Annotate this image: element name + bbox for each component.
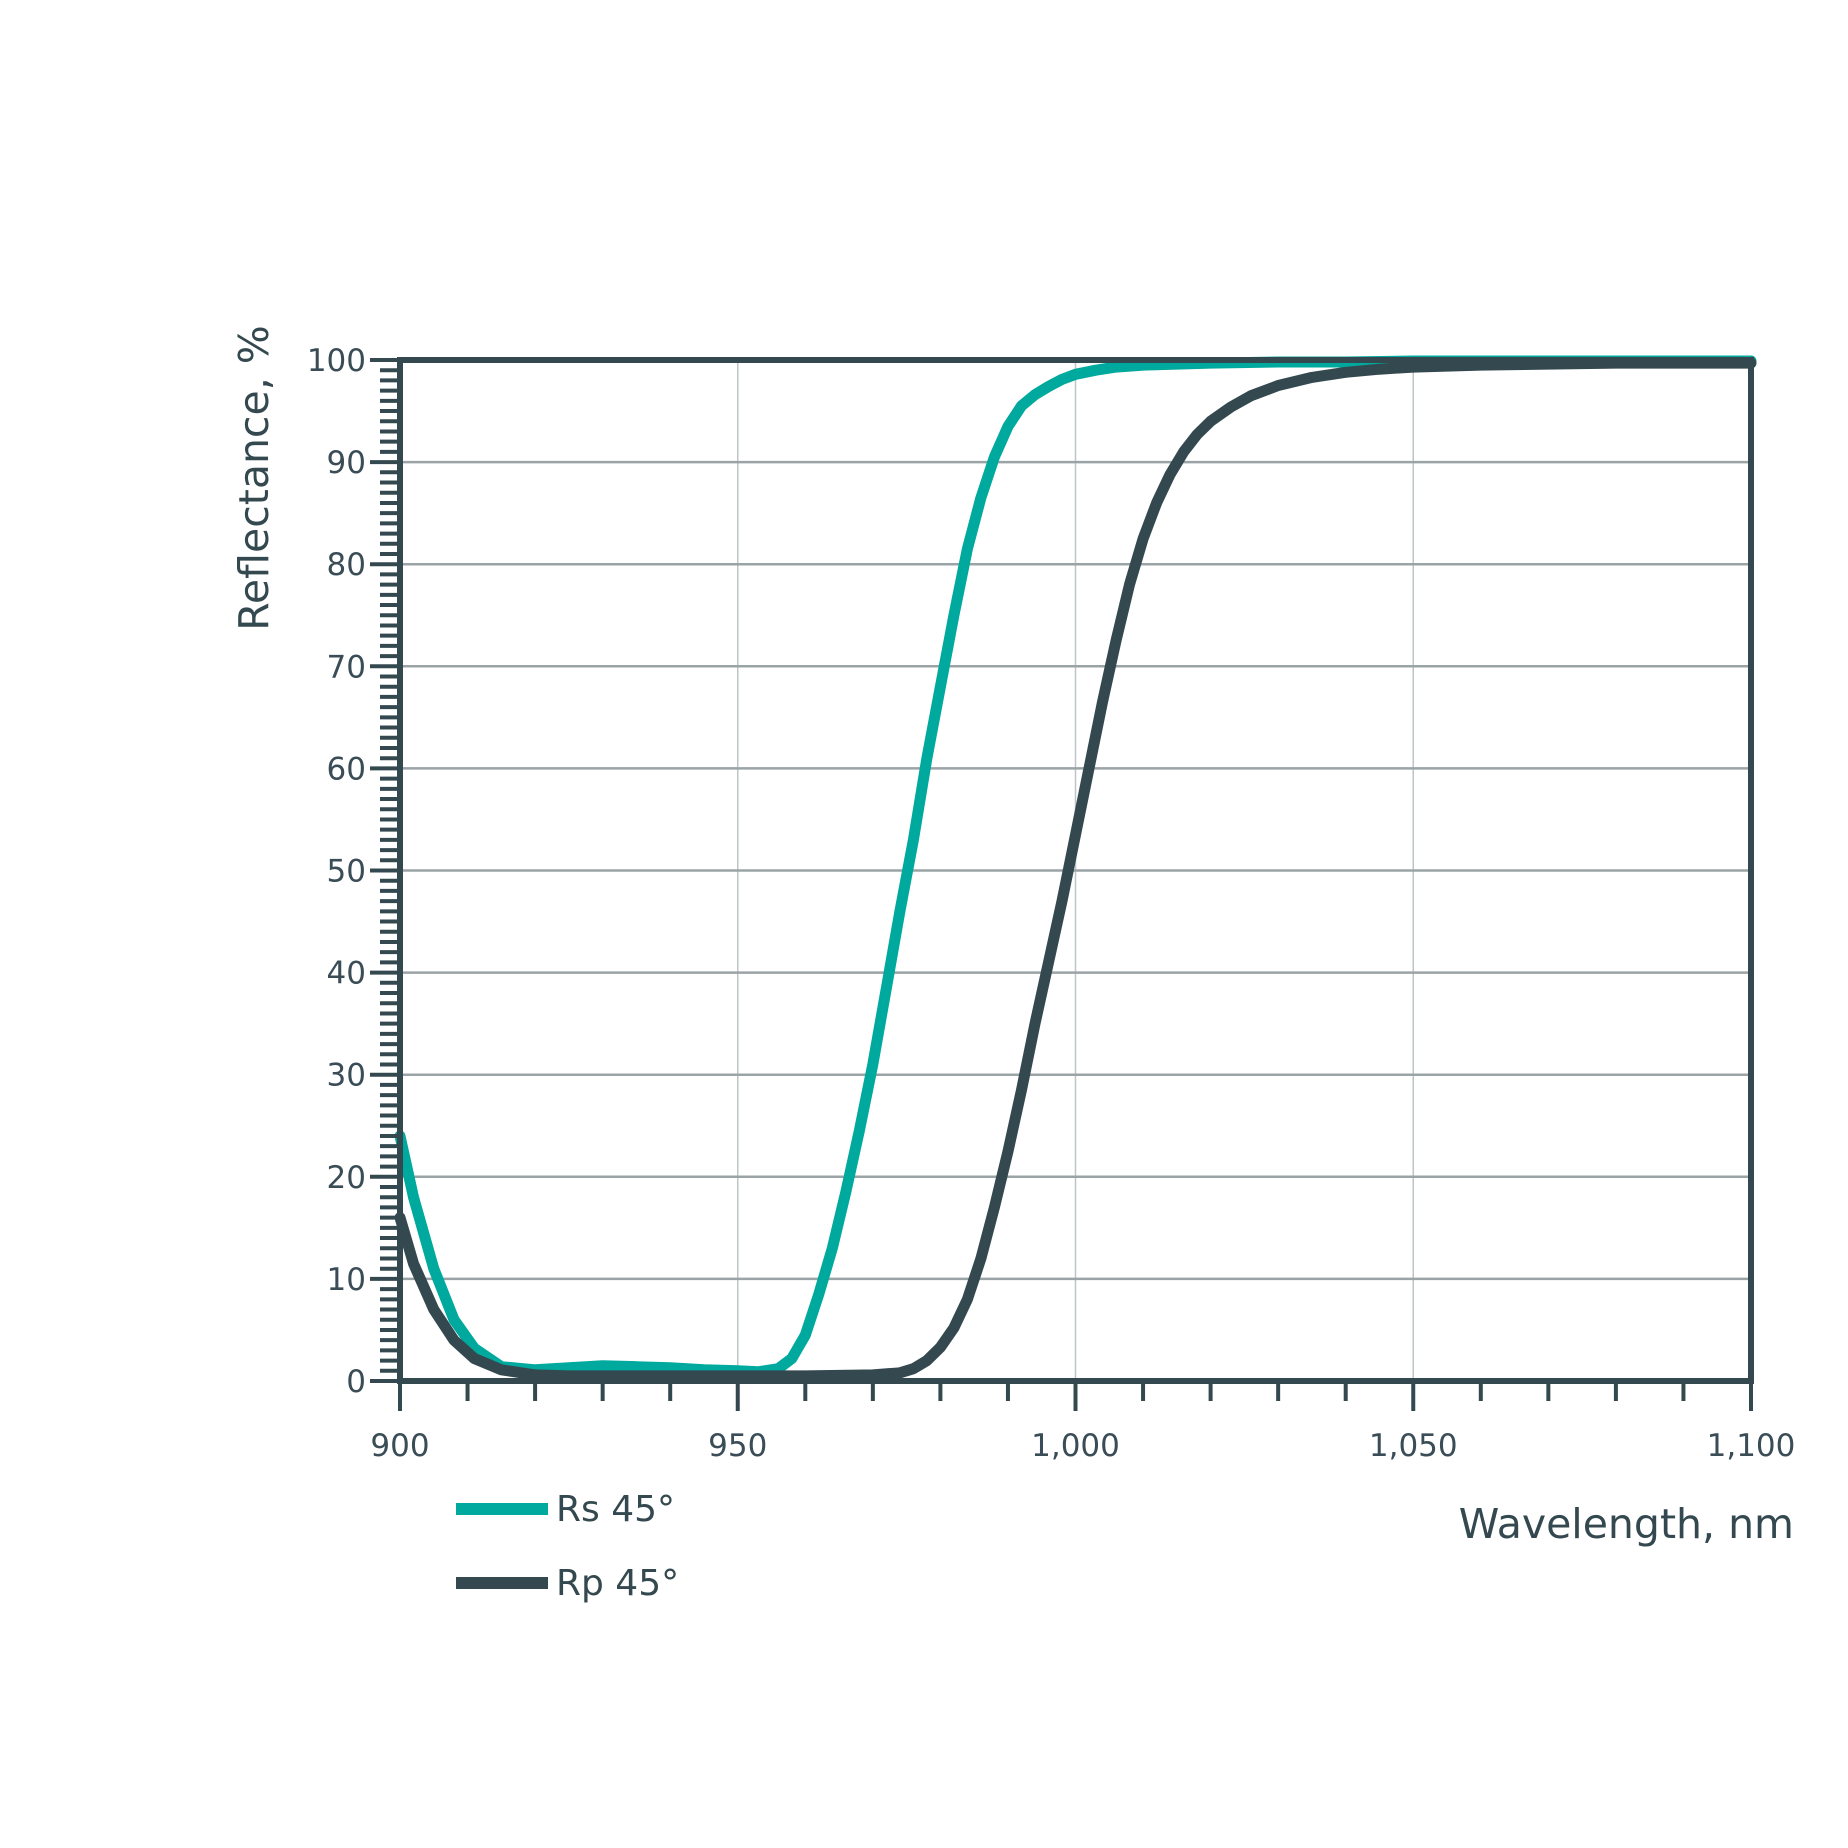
x-tick-label: 1,100 [1707,1428,1796,1464]
y-tick-label: 40 [327,956,366,992]
y-tick-label: 50 [327,854,366,890]
tick-labels: 0 10 20 30 40 50 60 70 80 90 100 900 950 1,000 1,050 1,… [307,343,1796,1464]
y-tick-label: 10 [327,1262,366,1298]
y-tick-label: 70 [327,649,366,685]
legend: Rs 45° Rp 45° [456,1489,679,1604]
x-tick-label: 1,000 [1031,1428,1120,1464]
x-tick-label: 1,050 [1369,1428,1458,1464]
grid-lines [400,360,1751,1381]
y-tick-label: 30 [327,1058,366,1094]
y-tick-label: 80 [327,547,366,583]
y-tick-label: 0 [346,1364,366,1400]
y-tick-label: 90 [327,445,366,481]
axis-ticks [370,358,1753,1411]
y-tick-label: 100 [307,343,366,379]
legend-label-rs: Rs 45° [556,1489,675,1530]
x-axis-title: Wavelength, nm [1459,1500,1794,1548]
x-tick-label: 900 [370,1428,429,1464]
series-lines [394,355,1757,1382]
y-tick-label: 20 [327,1160,366,1196]
series-line-rp [394,357,1757,1382]
y-tick-label: 60 [327,751,366,787]
legend-label-rp: Rp 45° [556,1563,679,1604]
series-line-rs [394,355,1757,1378]
x-tick-label: 950 [708,1428,767,1464]
y-axis-title: Reflectance, % [230,325,278,630]
